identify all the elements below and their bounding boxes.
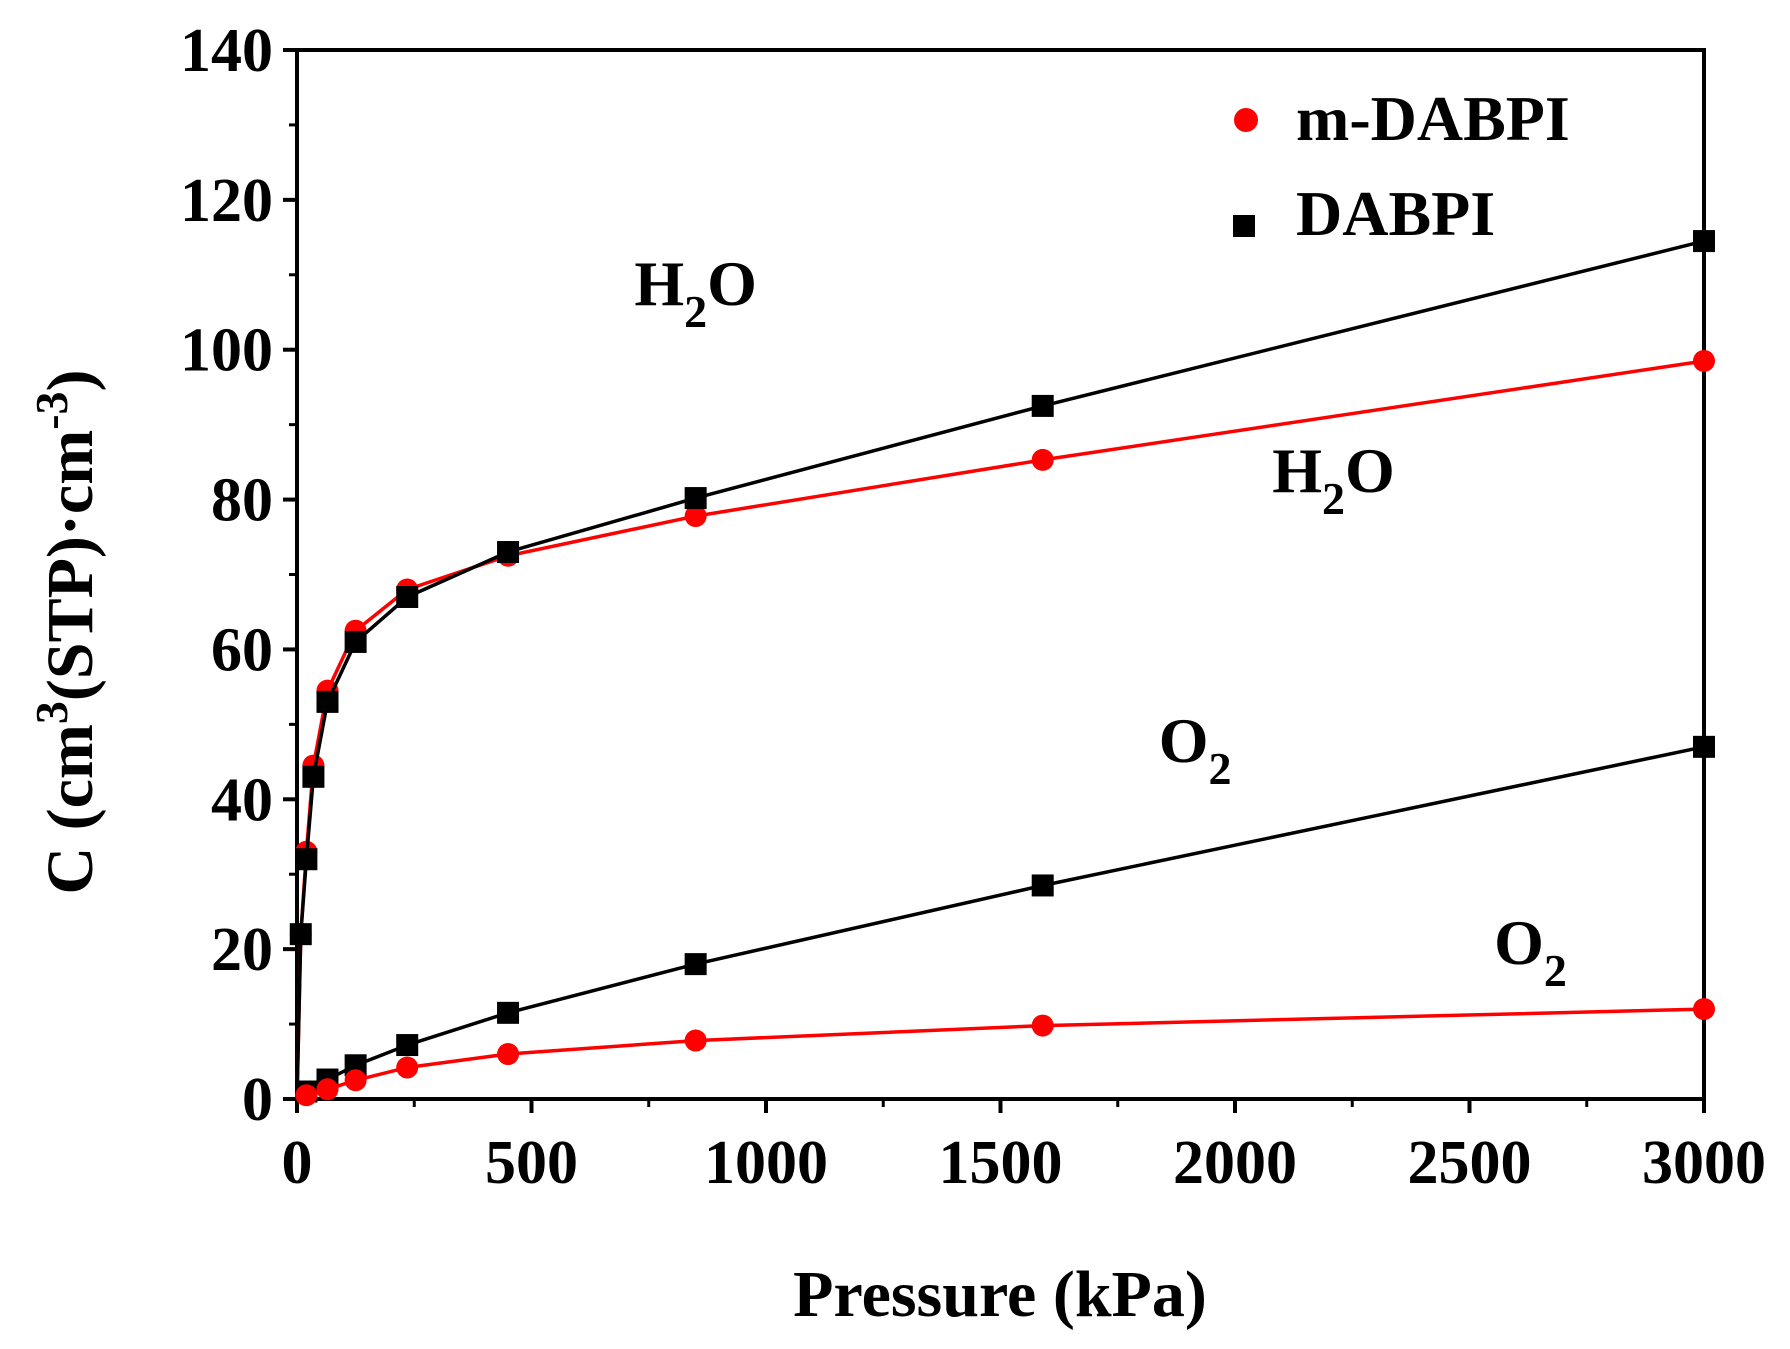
- y-tick-label: 40: [211, 766, 273, 834]
- gas-label-o2: O2: [1159, 705, 1232, 794]
- data-point-dabpi-h2o: [316, 690, 339, 713]
- data-point-dabpi-h2o: [1693, 230, 1715, 253]
- y-axis: 0 20 40 60 80 100 120 140: [180, 17, 297, 1134]
- data-point-m-dabpi-o2: [295, 1084, 318, 1107]
- data-point-dabpi-o2: [396, 1034, 419, 1057]
- data-point-m-dabpi-h2o: [684, 505, 707, 528]
- data-point-dabpi-o2: [1031, 874, 1054, 897]
- gas-label-h2o: H2O: [634, 248, 757, 337]
- x-tick-label: 1500: [939, 1129, 1063, 1197]
- data-point-dabpi-h2o: [684, 487, 707, 510]
- data-point-m-dabpi-o2: [344, 1069, 367, 1092]
- data-point-dabpi-h2o: [497, 541, 520, 564]
- legend-label-m-dabpi: m-DABPI: [1296, 83, 1570, 154]
- data-point-dabpi-h2o: [1031, 394, 1054, 417]
- y-tick-label: 120: [180, 167, 273, 235]
- data-point-m-dabpi-h2o: [1031, 448, 1054, 471]
- data-point-dabpi-o2: [497, 1001, 520, 1024]
- y-tick-label: 20: [211, 916, 273, 984]
- data-point-m-dabpi-o2: [1693, 998, 1715, 1021]
- y-tick-label: 100: [180, 317, 273, 385]
- data-point-m-dabpi-h2o: [1693, 349, 1715, 372]
- x-axis: 0 500 1000 1500 2000 2500 3000: [282, 1099, 1766, 1197]
- x-tick-label: 3000: [1642, 1129, 1766, 1197]
- y-tick-label: 60: [211, 616, 273, 684]
- legend-marker-dabpi: [1233, 215, 1255, 237]
- data-point-m-dabpi-o2: [497, 1043, 520, 1066]
- data-point-dabpi-o2: [684, 953, 707, 976]
- data-point-m-dabpi-o2: [316, 1078, 339, 1101]
- data-point-dabpi-o2: [1693, 735, 1715, 758]
- annotation-layer: H2O H2O O2 O2: [634, 248, 1566, 996]
- y-tick-label: 0: [242, 1066, 273, 1134]
- y-tick-label: 140: [180, 17, 273, 85]
- y-tick-label: 80: [211, 467, 273, 535]
- legend: m-DABPI DABPI: [1233, 83, 1570, 249]
- data-point-dabpi-h2o: [289, 923, 312, 946]
- legend-marker-m-dabpi: [1234, 108, 1258, 132]
- data-point-dabpi-h2o: [295, 848, 318, 871]
- data-point-dabpi-h2o: [344, 630, 367, 653]
- gas-label-o2: O2: [1494, 907, 1567, 996]
- x-tick-label: 1000: [704, 1129, 828, 1197]
- data-point-m-dabpi-o2: [684, 1029, 707, 1052]
- data-point-m-dabpi-o2: [1031, 1014, 1054, 1037]
- x-tick-label: 0: [282, 1129, 313, 1197]
- legend-label-dabpi: DABPI: [1296, 178, 1495, 249]
- data-point-dabpi-h2o: [396, 585, 419, 608]
- gas-label-h2o: H2O: [1272, 435, 1395, 524]
- series-line-m-dabpi-h2o: [295, 359, 1705, 1100]
- data-point-dabpi-h2o: [302, 765, 325, 788]
- y-axis-title: C (cm3(STP)·cm-3): [26, 369, 108, 894]
- x-axis-title: Pressure (kPa): [793, 1258, 1207, 1331]
- series-line-dabpi-h2o: [295, 239, 1705, 1100]
- x-tick-label: 2000: [1173, 1129, 1297, 1197]
- series-layer: [289, 230, 1715, 1107]
- x-tick-label: 500: [485, 1129, 578, 1197]
- x-tick-label: 2500: [1408, 1129, 1532, 1197]
- data-point-m-dabpi-o2: [396, 1056, 419, 1079]
